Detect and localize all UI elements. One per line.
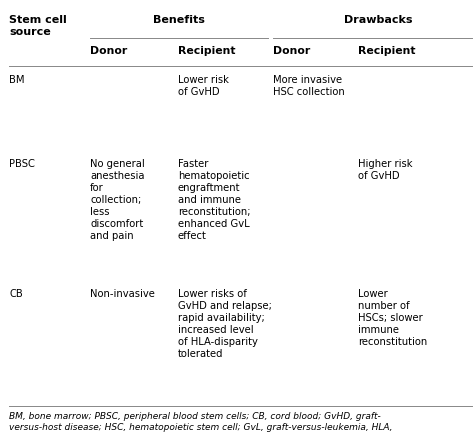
Text: More invasive
HSC collection: More invasive HSC collection xyxy=(273,75,344,97)
Text: BM: BM xyxy=(9,75,25,85)
Text: Higher risk
of GvHD: Higher risk of GvHD xyxy=(358,158,412,181)
Text: Lower
number of
HSCs; slower
immune
reconstitution: Lower number of HSCs; slower immune reco… xyxy=(358,289,427,346)
Text: Benefits: Benefits xyxy=(153,15,205,25)
Text: Stem cell
source: Stem cell source xyxy=(9,15,67,37)
Text: No general
anesthesia
for
collection;
less
discomfort
and pain: No general anesthesia for collection; le… xyxy=(90,158,145,240)
Text: CB: CB xyxy=(9,289,23,299)
Text: Lower risks of
GvHD and relapse;
rapid availability;
increased level
of HLA-disp: Lower risks of GvHD and relapse; rapid a… xyxy=(178,289,272,358)
Text: BM, bone marrow; PBSC, peripheral blood stem cells; CB, cord blood; GvHD, graft-: BM, bone marrow; PBSC, peripheral blood … xyxy=(9,411,393,434)
Text: Donor: Donor xyxy=(273,46,310,56)
Text: Donor: Donor xyxy=(90,46,128,56)
Text: Lower risk
of GvHD: Lower risk of GvHD xyxy=(178,75,228,97)
Text: Faster
hematopoietic
engraftment
and immune
reconstitution;
enhanced GvL
effect: Faster hematopoietic engraftment and imm… xyxy=(178,158,250,240)
Text: Drawbacks: Drawbacks xyxy=(344,15,412,25)
Text: Non-invasive: Non-invasive xyxy=(90,289,155,299)
Text: Recipient: Recipient xyxy=(358,46,415,56)
Text: PBSC: PBSC xyxy=(9,158,36,168)
Text: Recipient: Recipient xyxy=(178,46,235,56)
